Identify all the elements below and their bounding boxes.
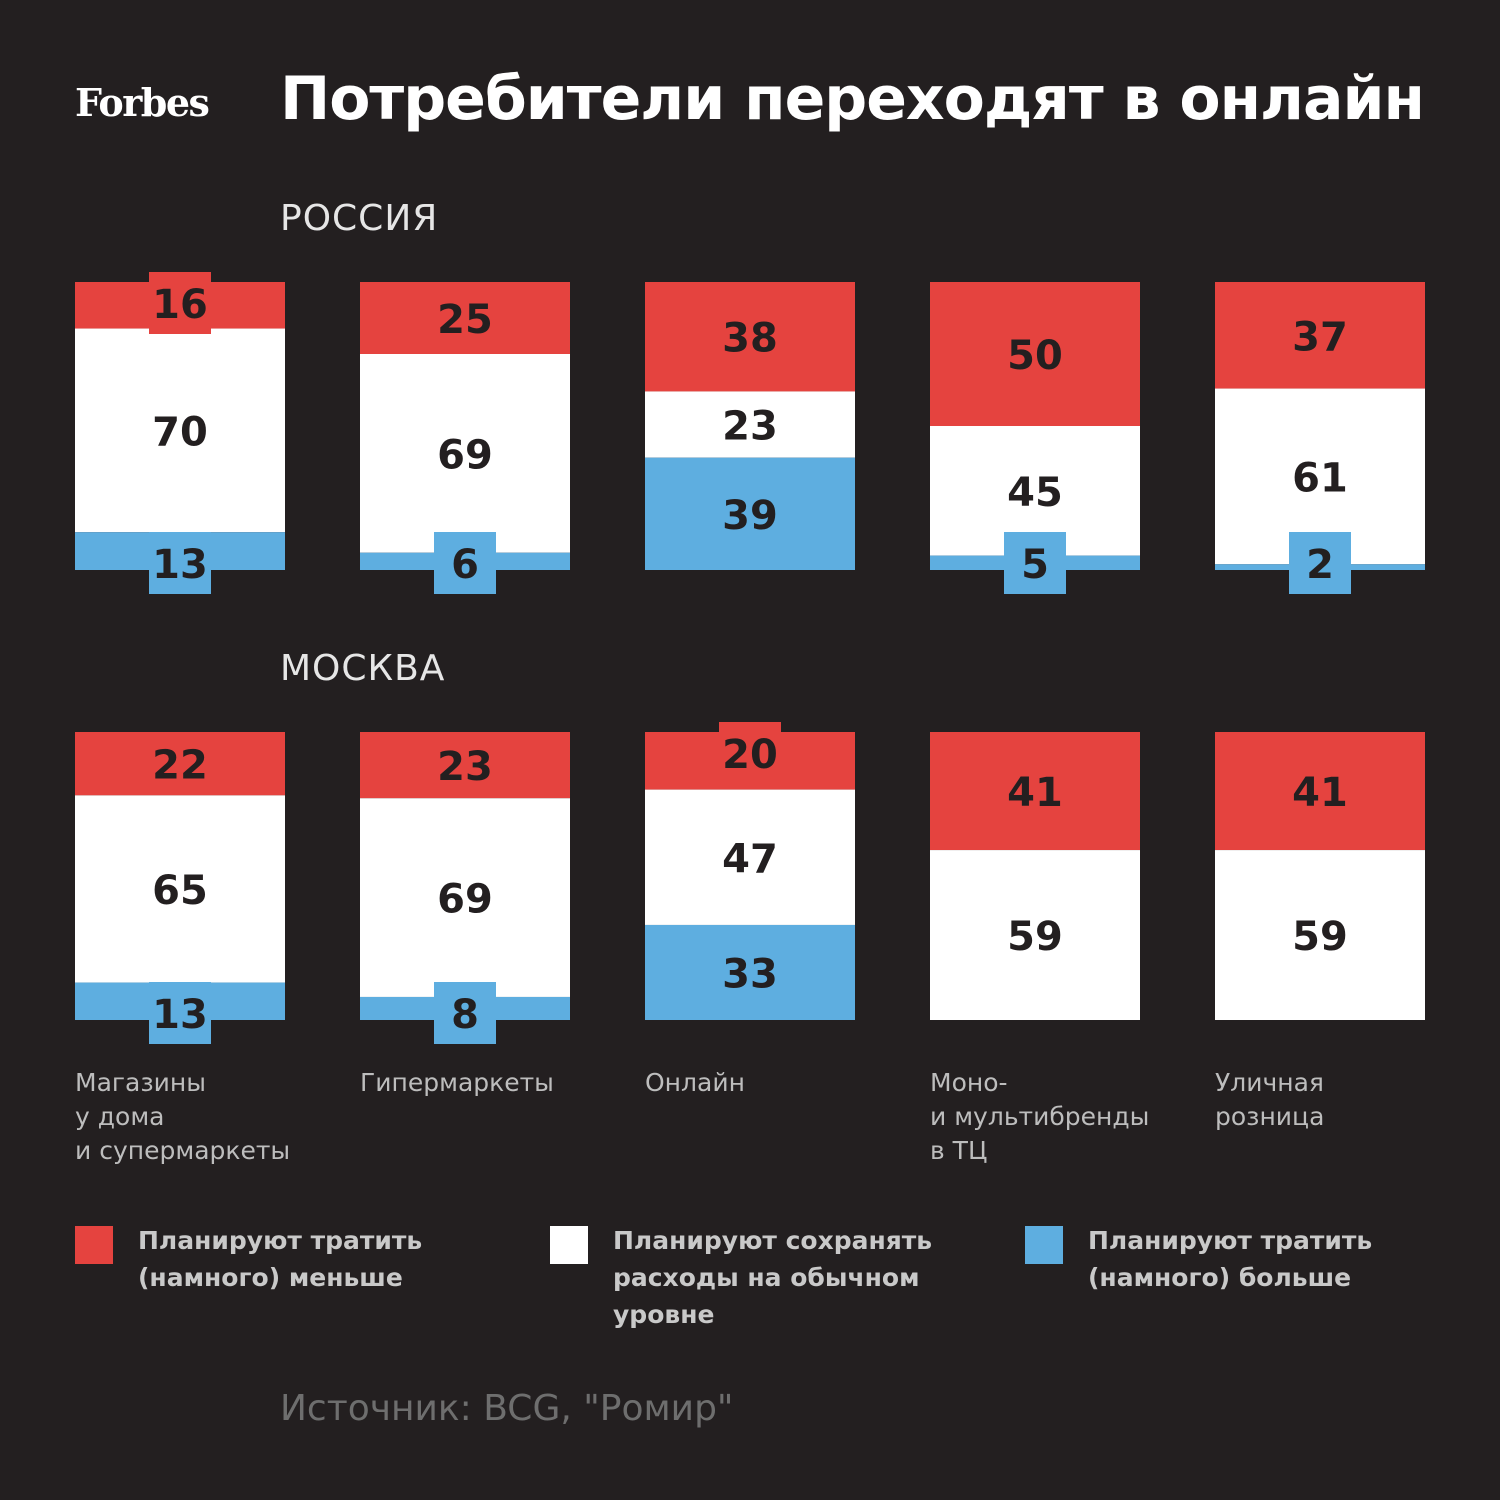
value-label-russia-same: 69 bbox=[437, 432, 493, 478]
value-label-russia-same: 45 bbox=[1007, 470, 1063, 516]
value-label-moscow-less: 23 bbox=[437, 744, 493, 790]
legend-label-more: Планируют тратить (намного) больше bbox=[1088, 1226, 1373, 1292]
value-label-russia-same: 61 bbox=[1292, 455, 1348, 501]
bar-segment-russia-same bbox=[360, 354, 570, 553]
value-tab-russia-more bbox=[434, 532, 496, 594]
category-label-neighborhood-stores: Магазины у дома и супермаркеты bbox=[75, 1068, 291, 1165]
value-label-russia-less: 38 bbox=[722, 316, 778, 362]
legend-swatch-more bbox=[1025, 1226, 1063, 1264]
value-tab-moscow-less bbox=[719, 722, 781, 784]
value-label-moscow-more: 8 bbox=[451, 992, 479, 1038]
value-label-moscow-same: 69 bbox=[437, 877, 493, 923]
bar-segment-moscow-less bbox=[930, 732, 1140, 851]
category-label-street-retail: Уличная розница bbox=[1215, 1068, 1325, 1131]
value-label-russia-more: 2 bbox=[1306, 542, 1334, 588]
value-label-russia-more: 39 bbox=[722, 493, 778, 539]
value-tab-moscow-more bbox=[434, 982, 496, 1044]
source-note: Источник: BCG, "Ромир" bbox=[280, 1388, 734, 1429]
category-label-mall-brands: Моно- и мультибренды в ТЦ bbox=[930, 1068, 1150, 1165]
value-label-russia-same: 70 bbox=[152, 409, 208, 455]
category-label-hypermarkets: Гипермаркеты bbox=[360, 1068, 554, 1097]
bar-segment-moscow-same bbox=[360, 798, 570, 997]
bar-segment-moscow-less bbox=[75, 732, 285, 796]
value-label-moscow-less: 22 bbox=[152, 743, 208, 789]
bar-segment-moscow-same bbox=[930, 850, 1140, 1020]
value-label-russia-less: 25 bbox=[437, 297, 493, 343]
legend-swatch-less bbox=[75, 1226, 113, 1264]
bar-segment-moscow-same bbox=[1215, 850, 1425, 1020]
value-label-russia-more: 13 bbox=[152, 542, 208, 588]
value-label-moscow-more: 13 bbox=[152, 992, 208, 1038]
bar-segment-russia-same bbox=[645, 391, 855, 458]
value-label-moscow-less: 41 bbox=[1007, 770, 1063, 816]
bar-segment-moscow-same bbox=[75, 795, 285, 983]
value-tab-russia-less bbox=[149, 272, 211, 334]
value-label-moscow-less: 41 bbox=[1292, 770, 1348, 816]
bar-segment-russia-more bbox=[645, 457, 855, 570]
region-label-moscow: МОСКВА bbox=[280, 648, 446, 689]
value-label-russia-more: 6 bbox=[451, 542, 479, 588]
value-tab-russia-more bbox=[1289, 532, 1351, 594]
value-label-russia-more: 5 bbox=[1021, 542, 1049, 588]
bar-segment-moscow-less bbox=[1215, 732, 1425, 851]
legend-label-same: Планируют сохранять расходы на обычном у… bbox=[613, 1226, 933, 1329]
bar-segment-russia-less bbox=[360, 282, 570, 354]
category-label-online: Онлайн bbox=[645, 1068, 745, 1097]
value-label-russia-less: 50 bbox=[1007, 333, 1063, 379]
value-label-russia-less: 37 bbox=[1292, 314, 1348, 360]
value-label-russia-less: 16 bbox=[152, 282, 208, 328]
value-label-moscow-same: 65 bbox=[152, 868, 208, 914]
bar-segment-russia-less bbox=[645, 282, 855, 392]
bar-segment-russia-less bbox=[930, 282, 1140, 426]
bar-segment-russia-same bbox=[75, 328, 285, 533]
value-label-moscow-same: 59 bbox=[1292, 914, 1348, 960]
value-label-russia-same: 23 bbox=[722, 404, 778, 450]
value-label-moscow-more: 33 bbox=[722, 951, 778, 997]
bar-segment-russia-less bbox=[1215, 282, 1425, 389]
region-label-russia: РОССИЯ bbox=[280, 198, 439, 239]
legend-swatch-same bbox=[550, 1226, 588, 1264]
page-title: Потребители переходят в онлайн bbox=[280, 64, 1425, 134]
bar-segment-moscow-same bbox=[645, 789, 855, 925]
value-tab-moscow-more bbox=[149, 982, 211, 1044]
bar-segment-moscow-more bbox=[645, 924, 855, 1020]
forbes-logo: Forbes bbox=[75, 80, 210, 125]
value-label-moscow-same: 47 bbox=[722, 836, 778, 882]
value-tab-russia-more bbox=[1004, 532, 1066, 594]
value-label-moscow-same: 59 bbox=[1007, 914, 1063, 960]
bar-segment-moscow-less bbox=[360, 732, 570, 799]
value-tab-russia-more bbox=[149, 532, 211, 594]
legend-label-less: Планируют тратить (намного) меньше bbox=[138, 1226, 423, 1292]
value-label-moscow-less: 20 bbox=[722, 732, 778, 778]
